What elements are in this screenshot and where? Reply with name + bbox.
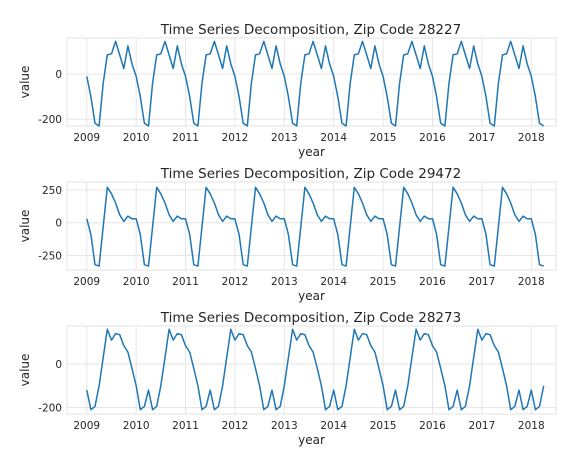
x-tick-label: 2014 [320, 276, 347, 288]
y-tick-label: 0 [55, 69, 62, 81]
x-tick-label: 2015 [370, 276, 397, 288]
plot-frame [66, 325, 557, 415]
x-tick-label: 2016 [419, 132, 446, 144]
x-tick-label: 2015 [370, 132, 397, 144]
x-tick-label: 2017 [469, 420, 496, 432]
x-tick-label: 2014 [320, 132, 347, 144]
x-tick-label: 2017 [469, 132, 496, 144]
x-tick-label: 2016 [419, 276, 446, 288]
x-tick-label: 2010 [123, 420, 150, 432]
x-axis-label: year [298, 145, 325, 159]
x-tick-label: 2013 [271, 420, 298, 432]
x-axis-label: year [298, 433, 325, 447]
x-tick-label: 2018 [518, 132, 545, 144]
x-tick-label: 2012 [222, 276, 249, 288]
x-axis-label: year [298, 289, 325, 303]
x-tick-label: 2010 [123, 276, 150, 288]
chart-title: Time Series Decomposition, Zip Code 2822… [160, 22, 461, 38]
x-tick-label: 2011 [172, 132, 199, 144]
x-tick-label: 2010 [123, 132, 150, 144]
chart-panel-29472: Time Series Decomposition, Zip Code 2947… [18, 166, 557, 303]
x-tick-label: 2018 [518, 276, 545, 288]
y-axis-label: value [18, 354, 32, 387]
y-tick-label: -200 [38, 114, 62, 126]
plot-frame [66, 37, 557, 127]
y-tick-label: 250 [42, 185, 62, 197]
x-tick-label: 2011 [172, 420, 199, 432]
x-tick-label: 2011 [172, 276, 199, 288]
chart-title: Time Series Decomposition, Zip Code 2827… [160, 310, 461, 326]
series-line [86, 40, 545, 127]
y-axis-label: value [18, 66, 32, 99]
x-tick-label: 2015 [370, 420, 397, 432]
x-tick-label: 2014 [320, 420, 347, 432]
series-line [86, 186, 544, 267]
x-tick-label: 2009 [73, 420, 100, 432]
x-tick-label: 2013 [271, 132, 298, 144]
x-tick-label: 2013 [271, 276, 298, 288]
x-tick-label: 2012 [222, 132, 249, 144]
y-tick-label: 0 [55, 218, 62, 230]
series-line [86, 328, 545, 411]
x-tick-label: 2009 [73, 132, 100, 144]
chart-panel-28227: Time Series Decomposition, Zip Code 2822… [18, 22, 557, 159]
y-tick-label: -250 [38, 251, 62, 263]
y-tick-label: -200 [38, 402, 62, 414]
x-tick-label: 2016 [419, 420, 446, 432]
chart-title: Time Series Decomposition, Zip Code 2947… [160, 166, 461, 182]
chart-panel-28273: Time Series Decomposition, Zip Code 2827… [18, 310, 557, 447]
x-tick-label: 2009 [73, 276, 100, 288]
x-tick-label: 2018 [518, 420, 545, 432]
x-tick-label: 2012 [222, 420, 249, 432]
y-tick-label: 0 [55, 359, 62, 371]
plot-frame [66, 181, 557, 271]
x-tick-label: 2017 [469, 276, 496, 288]
y-axis-label: value [18, 210, 32, 243]
